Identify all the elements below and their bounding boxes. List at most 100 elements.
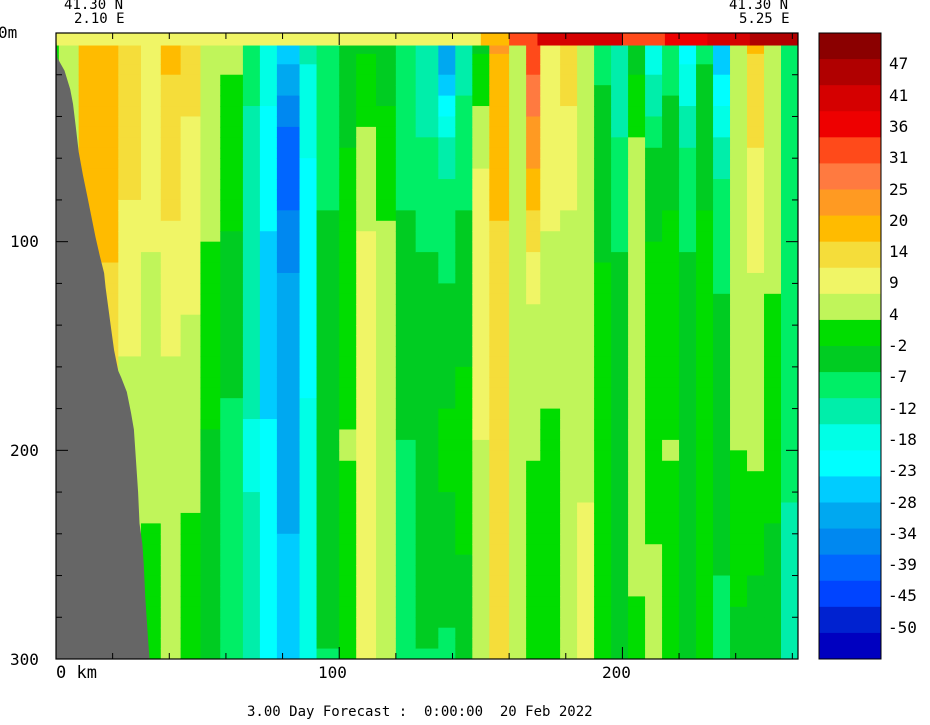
field-cell xyxy=(415,95,439,107)
field-cell xyxy=(730,606,748,618)
field-cell xyxy=(200,356,221,368)
field-cell xyxy=(376,606,397,618)
field-cell xyxy=(645,95,663,107)
field-cell xyxy=(764,85,782,97)
field-cell xyxy=(645,231,663,243)
field-cell xyxy=(455,544,473,556)
colorbar-swatch xyxy=(819,528,881,556)
field-cell xyxy=(781,53,798,65)
field-cell xyxy=(679,408,697,420)
field-cell xyxy=(747,314,765,326)
field-cell xyxy=(160,481,182,493)
field-cell xyxy=(577,43,595,55)
field-cell xyxy=(356,252,377,264)
field-cell xyxy=(259,585,278,597)
field-cell xyxy=(540,346,561,358)
field-cell xyxy=(276,648,301,659)
field-cell xyxy=(594,419,612,431)
field-cell xyxy=(200,450,221,462)
field-cell xyxy=(764,648,782,659)
field-cell xyxy=(526,64,541,76)
field-cell xyxy=(645,210,663,222)
field-cell xyxy=(160,199,182,211)
field-cell xyxy=(594,126,612,138)
field-cell xyxy=(509,450,527,462)
field-cell xyxy=(696,648,714,659)
field-cell xyxy=(395,523,417,535)
field-cell xyxy=(395,74,417,86)
field-cell xyxy=(78,168,119,180)
field-cell xyxy=(577,408,595,420)
field-cell xyxy=(180,533,202,545)
field-cell xyxy=(180,575,202,587)
field-cell xyxy=(395,272,417,284)
field-cell xyxy=(160,596,182,608)
field-cell xyxy=(679,335,697,347)
field-cell xyxy=(489,585,510,597)
field-cell xyxy=(560,460,578,472)
field-cell xyxy=(540,53,561,65)
field-cell xyxy=(438,293,456,305)
surface-cell xyxy=(707,33,751,46)
field-cell xyxy=(730,95,748,107)
field-cell xyxy=(662,106,680,118)
field-cell xyxy=(299,638,318,650)
field-cell xyxy=(299,565,318,577)
field-cell xyxy=(611,189,629,201)
field-cell xyxy=(594,377,612,389)
field-cell xyxy=(376,179,397,191)
field-cell xyxy=(220,189,244,201)
field-cell xyxy=(180,627,202,639)
field-cell xyxy=(611,512,629,524)
field-cell xyxy=(276,554,301,566)
field-cell xyxy=(180,492,202,504)
field-cell xyxy=(339,314,357,326)
field-cell xyxy=(509,189,527,201)
field-cell xyxy=(376,565,397,577)
field-cell xyxy=(259,158,278,170)
field-cell xyxy=(395,85,417,97)
field-cell xyxy=(356,460,377,472)
field-cell xyxy=(415,304,439,316)
field-cell xyxy=(679,304,697,316)
field-cell xyxy=(747,325,765,337)
field-cell xyxy=(200,481,221,493)
field-cell xyxy=(611,147,629,159)
field-cell xyxy=(509,220,527,232)
field-cell xyxy=(472,126,490,138)
field-cell xyxy=(455,220,473,232)
field-cell xyxy=(526,596,541,608)
field-cell xyxy=(276,638,301,650)
field-cell xyxy=(259,293,278,305)
field-cell xyxy=(645,262,663,274)
field-cell xyxy=(696,210,714,222)
field-cell xyxy=(781,137,798,149)
field-cell xyxy=(611,606,629,618)
field-cell xyxy=(395,565,417,577)
field-cell xyxy=(395,492,417,504)
field-cell xyxy=(594,346,612,358)
field-cell xyxy=(376,220,397,232)
field-cell xyxy=(662,523,680,535)
field-cell xyxy=(577,471,595,483)
field-cell xyxy=(316,116,340,128)
field-cell xyxy=(730,544,748,556)
field-cell xyxy=(220,53,244,65)
field-cell xyxy=(628,262,646,274)
field-cell xyxy=(560,575,578,587)
field-cell xyxy=(645,523,663,535)
field-cell xyxy=(781,325,798,337)
field-cell xyxy=(118,366,142,378)
field-cell xyxy=(316,241,340,253)
field-cell xyxy=(472,492,490,504)
field-cell xyxy=(438,116,456,128)
field-cell xyxy=(747,419,765,431)
field-cell xyxy=(560,199,578,211)
field-cell xyxy=(645,116,663,128)
field-cell xyxy=(713,512,731,524)
field-cell xyxy=(662,419,680,431)
field-cell xyxy=(472,523,490,535)
field-cell xyxy=(713,189,731,201)
field-cell xyxy=(560,512,578,524)
field-cell xyxy=(645,502,663,514)
